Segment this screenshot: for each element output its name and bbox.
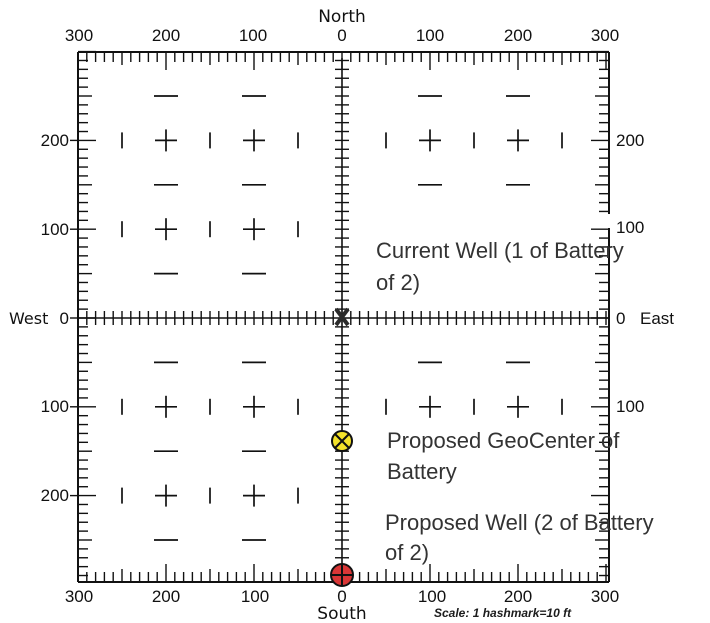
bottom-label-300w: 300 (65, 587, 93, 606)
bottom-label-100e: 100 (418, 587, 446, 606)
geocenter-callout: Proposed GeoCenter of Battery (387, 428, 620, 484)
current-well-line-1: Current Well (1 of Battery (376, 238, 624, 263)
south-label: South (317, 604, 366, 623)
north-label: North (318, 7, 366, 27)
left-label-100s: 100 (41, 397, 69, 416)
right-label-0: 0 (616, 309, 625, 328)
proposed-well-marker (330, 563, 354, 587)
bottom-label-300e: 300 (591, 587, 619, 606)
top-label-0: 0 (337, 26, 346, 45)
current-well-callout: Current Well (1 of Battery of 2) (372, 214, 624, 295)
bottom-label-0: 0 (337, 587, 346, 606)
geocenter-x-stroke-b (334, 433, 350, 449)
right-axis-labels: 200 100 0 100 (616, 131, 644, 416)
left-axis-labels: 200 100 0 100 200 (41, 131, 69, 505)
bottom-label-100w: 100 (241, 587, 269, 606)
geocenter-line-2: Battery (387, 459, 457, 484)
right-label-200n: 200 (616, 131, 644, 150)
left-label-100n: 100 (41, 220, 69, 239)
grid-symbols (121, 95, 563, 541)
geocenter-marker (331, 430, 353, 452)
top-label-300w: 300 (65, 26, 93, 45)
right-label-100n: 100 (616, 218, 644, 237)
plat-frame (70, 50, 610, 583)
top-label-200w: 200 (152, 26, 180, 45)
top-axis-labels: 300 200 100 0 100 200 300 (65, 26, 619, 45)
well-markers (330, 307, 354, 587)
bottom-axis-labels: 300 200 100 0 100 200 300 (65, 587, 619, 606)
current-well-marker (334, 307, 350, 327)
current-well-line-2: of 2) (376, 270, 420, 295)
east-label: East (640, 309, 674, 328)
left-label-200n: 200 (41, 131, 69, 150)
scale-note: Scale: 1 hashmark=10 ft (434, 606, 572, 620)
geocenter-line-1: Proposed GeoCenter of (387, 428, 620, 453)
top-label-300e: 300 (591, 26, 619, 45)
bottom-label-200w: 200 (152, 587, 180, 606)
top-label-100e: 100 (416, 26, 444, 45)
proposed-well-callout: Proposed Well (2 of Battery of 2) (385, 510, 654, 565)
right-label-100s: 100 (616, 397, 644, 416)
proposed-well-line-2: of 2) (385, 540, 429, 565)
top-label-100w: 100 (239, 26, 267, 45)
proposed-well-line-1: Proposed Well (2 of Battery (385, 510, 654, 535)
west-label: West (9, 309, 48, 328)
left-label-200s: 200 (41, 486, 69, 505)
left-label-0: 0 (60, 309, 69, 328)
bottom-label-200e: 200 (504, 587, 532, 606)
current-well-x-stroke-b (334, 307, 350, 327)
top-label-200e: 200 (504, 26, 532, 45)
